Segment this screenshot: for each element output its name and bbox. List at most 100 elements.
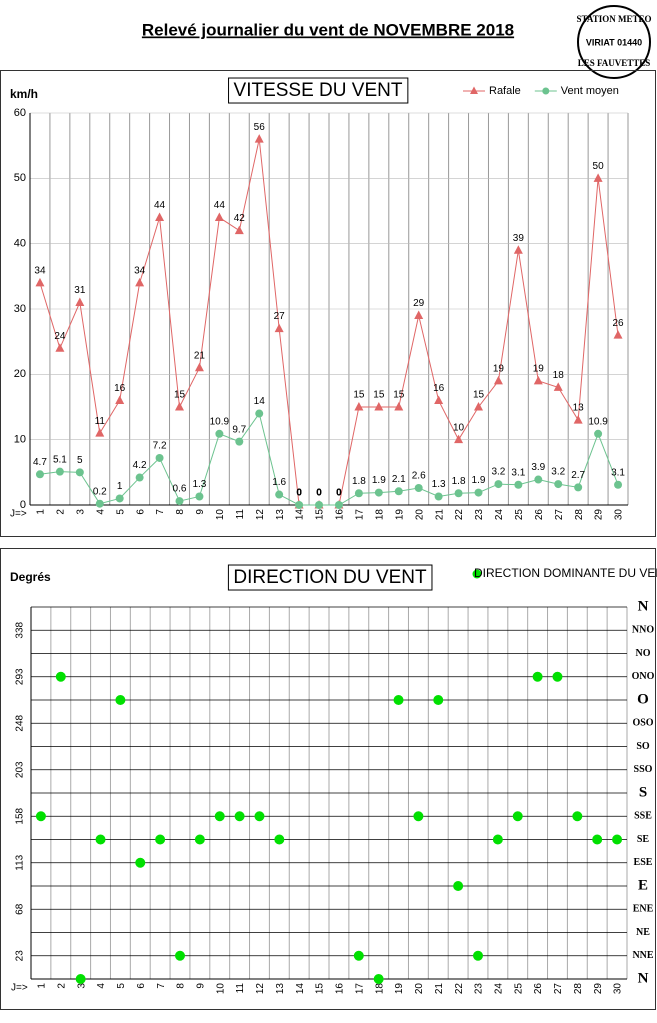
x-tick-label: 14 bbox=[295, 983, 306, 995]
y2-tick-label: OSO bbox=[632, 718, 653, 729]
x-tick-label: 12 bbox=[255, 509, 266, 521]
marker bbox=[414, 310, 424, 320]
marker bbox=[55, 671, 66, 682]
data-label: 1.9 bbox=[372, 475, 386, 486]
y2-tick-label: E bbox=[638, 877, 648, 893]
x-tick-label: 15 bbox=[315, 509, 326, 521]
y-tick-label: 50 bbox=[14, 172, 26, 184]
data-label: 13 bbox=[573, 403, 585, 414]
marker bbox=[295, 501, 304, 509]
marker bbox=[374, 488, 383, 497]
x-tick-label: 5 bbox=[116, 983, 127, 989]
marker bbox=[315, 501, 324, 509]
data-label: 0 bbox=[296, 488, 302, 499]
marker bbox=[534, 475, 543, 484]
marker bbox=[155, 212, 165, 222]
marker bbox=[274, 834, 285, 845]
y2-tick-label: SSE bbox=[634, 811, 652, 822]
x-tick-label: 1 bbox=[36, 509, 47, 515]
stamp-bottom: LES FAUVETTES bbox=[578, 58, 651, 68]
marker bbox=[513, 245, 523, 254]
marker bbox=[553, 382, 563, 391]
chart-title: VITESSE DU VENT bbox=[234, 80, 403, 101]
y2-tick-label: O bbox=[637, 691, 649, 707]
data-label: 18 bbox=[553, 370, 565, 381]
x-tick-label: 13 bbox=[275, 983, 286, 995]
x-tick-label: 12 bbox=[255, 983, 266, 995]
legend-label: DIRECTION DOMINANTE DU VENT bbox=[474, 566, 657, 580]
x-tick-label: 3 bbox=[76, 983, 87, 989]
x-tick-label: 11 bbox=[235, 983, 246, 994]
x-tick-label: 21 bbox=[434, 509, 445, 521]
x-tick-label: 7 bbox=[155, 509, 166, 515]
stamp: STATION METEO VIRIAT 01440 LES FAUVETTES bbox=[577, 5, 651, 79]
marker bbox=[214, 811, 225, 822]
y2-tick-label: SSO bbox=[634, 764, 653, 775]
marker bbox=[215, 429, 224, 438]
data-label: 2.1 bbox=[392, 474, 406, 485]
marker bbox=[35, 811, 46, 822]
marker bbox=[492, 834, 503, 845]
marker bbox=[453, 881, 464, 891]
data-label: 0 bbox=[336, 488, 342, 499]
x-tick-label: 27 bbox=[553, 983, 564, 995]
marker bbox=[394, 487, 403, 496]
marker bbox=[234, 811, 245, 822]
marker bbox=[55, 467, 64, 476]
legend-label: Rafale bbox=[489, 85, 521, 97]
data-label: 15 bbox=[393, 390, 405, 401]
marker bbox=[354, 402, 364, 411]
marker bbox=[155, 453, 164, 462]
chart-frame bbox=[0, 548, 656, 1010]
x-tick-label: 24 bbox=[494, 509, 505, 521]
marker bbox=[234, 225, 244, 235]
marker bbox=[413, 811, 424, 822]
y2-tick-label: N bbox=[638, 970, 649, 986]
x-tick-label: 21 bbox=[434, 983, 445, 995]
y-tick-label: 248 bbox=[15, 714, 26, 731]
marker bbox=[135, 473, 144, 482]
data-label: 10.9 bbox=[210, 416, 230, 427]
x-tick-label: 16 bbox=[335, 983, 346, 995]
data-label: 3.2 bbox=[551, 467, 565, 478]
marker bbox=[255, 409, 264, 418]
x-tick-label: 28 bbox=[574, 509, 585, 521]
x-tick-label: 30 bbox=[614, 509, 625, 521]
legend-label: Vent moyen bbox=[561, 85, 619, 97]
marker bbox=[175, 402, 184, 411]
data-label: 5 bbox=[77, 455, 83, 466]
y2-tick-label: NNO bbox=[632, 625, 654, 636]
y-axis-label: km/h bbox=[10, 87, 38, 101]
data-label: 1.6 bbox=[272, 477, 286, 488]
x-tick-label: 19 bbox=[394, 983, 405, 995]
y2-tick-label: ESE bbox=[634, 857, 653, 868]
y2-tick-label: NE bbox=[636, 927, 650, 938]
data-label: 15 bbox=[373, 390, 385, 401]
x-tick-label: 5 bbox=[115, 509, 126, 515]
marker bbox=[115, 695, 126, 705]
marker bbox=[274, 323, 284, 333]
data-label: 19 bbox=[493, 364, 505, 375]
x-tick-label: 24 bbox=[494, 983, 505, 995]
data-label: 4.2 bbox=[133, 460, 147, 471]
x-tick-label: 8 bbox=[176, 983, 187, 989]
data-label: 10 bbox=[453, 422, 465, 433]
marker bbox=[214, 212, 224, 222]
marker bbox=[135, 277, 145, 287]
data-label: 26 bbox=[612, 318, 624, 329]
y2-tick-label: ENE bbox=[633, 904, 654, 915]
marker bbox=[373, 974, 384, 984]
x-tick-label: 19 bbox=[394, 509, 405, 521]
marker bbox=[593, 173, 603, 182]
x-tick-label: 23 bbox=[474, 983, 485, 995]
data-label: 3.2 bbox=[491, 467, 505, 478]
marker bbox=[353, 950, 364, 961]
marker bbox=[533, 375, 543, 385]
x-tick-label: 7 bbox=[156, 983, 167, 989]
x-tick-label: 14 bbox=[295, 509, 306, 521]
data-label: 4.7 bbox=[33, 457, 47, 468]
marker bbox=[612, 834, 623, 845]
data-label: 2.7 bbox=[571, 470, 585, 481]
marker bbox=[614, 480, 623, 489]
data-label: 7.2 bbox=[153, 441, 167, 452]
